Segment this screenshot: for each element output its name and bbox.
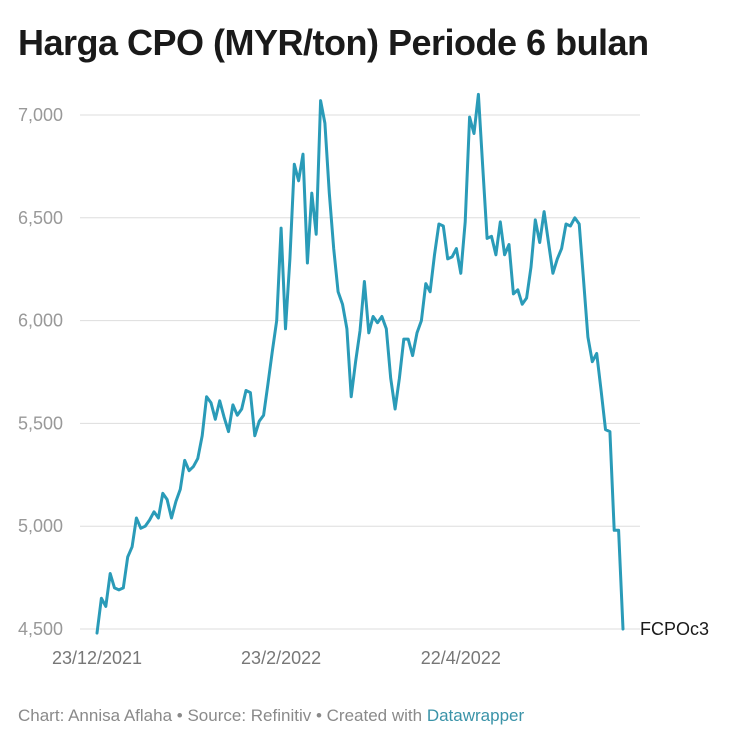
series-label-layer: FCPOc3 bbox=[640, 619, 709, 639]
footer-author: Chart: Annisa Aflaha bbox=[18, 706, 173, 725]
grid-layer bbox=[80, 114, 640, 630]
x-tick-label: 22/4/2022 bbox=[421, 648, 501, 668]
footer-created-with: Created with bbox=[326, 706, 427, 725]
y-tick-label: 6,500 bbox=[18, 208, 63, 228]
y-axis-tick-labels: 4,500 5,000 5,500 6,000 6,500 7,000 bbox=[18, 105, 63, 639]
series-layer bbox=[95, 92, 625, 635]
line-chart: 4,500 5,000 5,500 6,000 6,500 7,000 23/12/202… bbox=[18, 92, 709, 668]
y-tick-label: 5,500 bbox=[18, 413, 63, 433]
footer-separator: • bbox=[311, 706, 327, 725]
footer-separator: • bbox=[172, 706, 188, 725]
series-end-label: FCPOc3 bbox=[640, 619, 709, 639]
x-axis-tick-labels: 23/12/2021 23/2/2022 22/4/2022 bbox=[52, 648, 501, 668]
datawrapper-link[interactable]: Datawrapper bbox=[426, 706, 525, 725]
y-tick-label: 4,500 bbox=[18, 619, 63, 639]
x-tick-label: 23/12/2021 bbox=[52, 648, 142, 668]
y-tick-label: 5,000 bbox=[18, 516, 63, 536]
footer-source: Source: Refinitiv bbox=[187, 706, 312, 725]
y-tick-label: 7,000 bbox=[18, 105, 63, 125]
chart-title: Harga CPO (MYR/ton) Periode 6 bulan bbox=[18, 22, 649, 63]
y-tick-label: 6,000 bbox=[18, 311, 63, 331]
series-line-fcpoc3 bbox=[95, 92, 625, 635]
x-tick-label: 23/2/2022 bbox=[241, 648, 321, 668]
chart-footer: Chart: Annisa Aflaha • Source: Refinitiv… bbox=[18, 706, 524, 726]
